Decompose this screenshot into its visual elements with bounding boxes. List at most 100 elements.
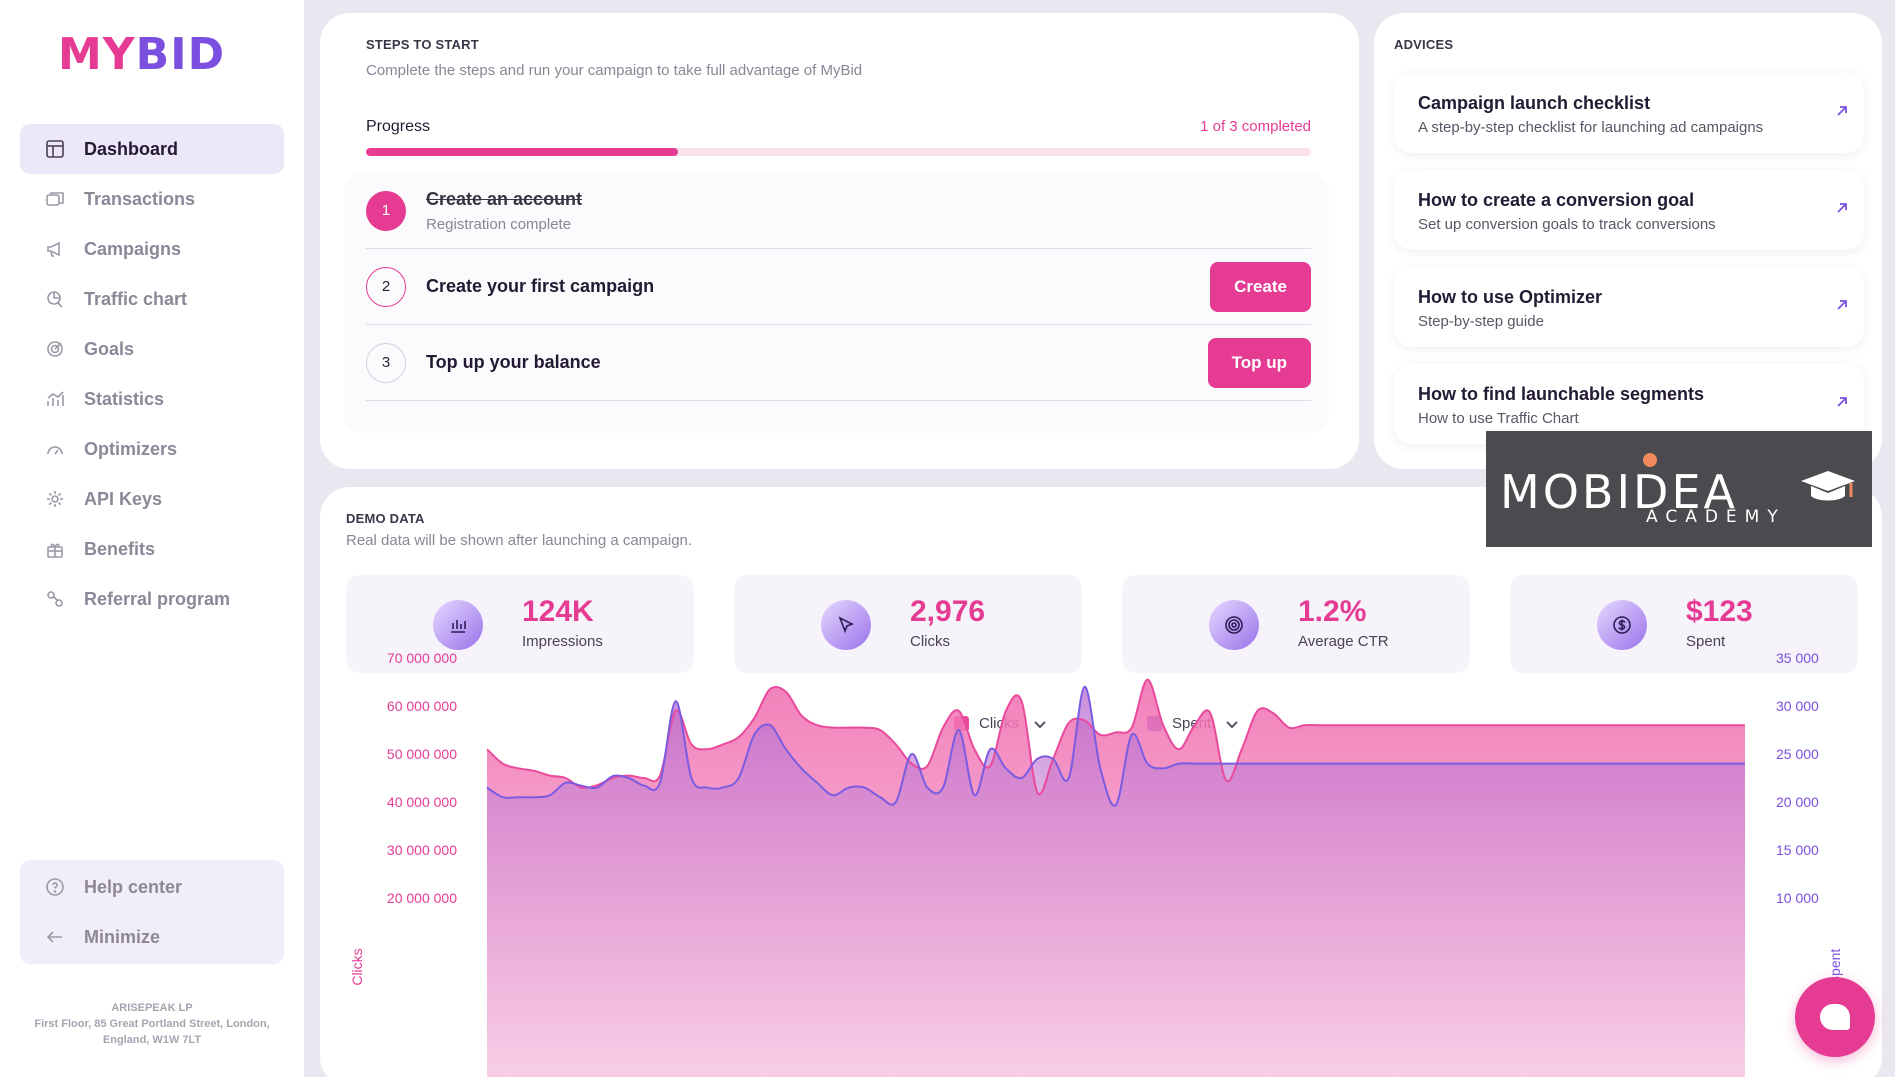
sidebar-item-traffic-chart[interactable]: Traffic chart [20, 274, 284, 324]
traffic-area-chart: 70 000 000 60 000 000 50 000 000 40 000 000… [349, 650, 1843, 1077]
company-address: First Floor, 85 Great Portland Street, L… [34, 1018, 270, 1046]
advice-description: Set up conversion goals to track convers… [1418, 216, 1716, 233]
y-right-tick-label: 30 000 [1776, 698, 1819, 714]
help-center-button[interactable]: Help center [20, 862, 284, 912]
step-item: 3 Top up your balance Top up [366, 325, 1311, 401]
steps-header: STEPS TO START Complete the steps and ru… [366, 37, 862, 79]
y-left-tick-label: 30 000 000 [387, 842, 457, 858]
sidebar-item-dashboard[interactable]: Dashboard [20, 124, 284, 174]
chat-button[interactable] [1795, 977, 1875, 1057]
progress-count: 1 of 3 completed [1200, 118, 1311, 135]
target-icon [1209, 600, 1259, 650]
mybid-logo[interactable]: MY BID [58, 29, 225, 80]
top-up-button[interactable]: Top up [1207, 337, 1311, 388]
advice-item[interactable]: How to create a conversion goal Set up c… [1394, 170, 1864, 250]
advices-card: ADVICES Campaign launch checklist A step… [1374, 13, 1882, 469]
main-nav: Dashboard Transactions Campaigns Traffic… [20, 124, 284, 624]
step-number: 3 [366, 342, 406, 383]
y-left-tick-label: 70 000 000 [387, 650, 457, 666]
demo-data-card: DEMO DATA Real data will be shown after … [320, 487, 1882, 1077]
sidebar-item-label: Transactions [84, 188, 196, 209]
gift-icon [44, 538, 66, 560]
chevron-down-icon [1225, 717, 1239, 731]
help-center-label: Help center [84, 876, 183, 897]
kpi-card: 124K Impressions [346, 575, 694, 673]
sidebar-item-label: Campaigns [84, 238, 182, 259]
advice-description: How to use Traffic Chart [1418, 410, 1579, 427]
sidebar-item-api-keys[interactable]: API Keys [20, 474, 284, 524]
step-title: Create your first campaign [426, 276, 655, 296]
help-box: Help center Minimize [20, 860, 284, 964]
sidebar-item-label: Goals [84, 338, 135, 359]
kpi-value: 124K [522, 595, 594, 628]
advice-title: How to create a conversion goal [1418, 190, 1695, 210]
spent-area [487, 686, 1745, 1077]
create-campaign-button[interactable]: Create [1210, 261, 1311, 312]
kpi-row: 124K Impressions 2,976 Clicks 1.2% Avera… [346, 575, 1860, 673]
target-icon [44, 338, 66, 360]
kpi-card: 1.2% Average CTR [1122, 575, 1470, 673]
advices-title: ADVICES [1394, 37, 1454, 52]
kpi-label: Clicks [910, 633, 950, 650]
sidebar-item-optimizers[interactable]: Optimizers [20, 424, 284, 474]
advice-item[interactable]: How to use Optimizer Step-by-step guide [1394, 267, 1864, 347]
chevron-down-icon [1033, 717, 1047, 731]
steps-card: STEPS TO START Complete the steps and ru… [320, 13, 1359, 469]
bar-chart-icon [433, 600, 483, 650]
step-item: 2 Create your first campaign Create [366, 249, 1311, 325]
y-left-tick-label: 50 000 000 [387, 746, 457, 762]
progress-row: Progress 1 of 3 completed [366, 118, 1311, 136]
graduation-cap-icon [1801, 471, 1855, 501]
logo-part-1: MY [58, 28, 136, 80]
progress-bar-fill [366, 148, 678, 156]
steps-title: STEPS TO START [366, 37, 479, 52]
minimize-button[interactable]: Minimize [20, 912, 284, 962]
kpi-label: Spent [1686, 633, 1726, 650]
sidebar-item-label: Statistics [84, 388, 165, 409]
y-left-tick-label: 40 000 000 [387, 794, 457, 810]
y-right-tick-label: 15 000 [1776, 842, 1819, 858]
sidebar-item-referral-program[interactable]: Referral program [20, 574, 284, 624]
dollar-icon [1597, 600, 1647, 650]
demo-title: DEMO DATA [346, 511, 425, 526]
sidebar-item-campaigns[interactable]: Campaigns [20, 224, 284, 274]
sidebar-item-benefits[interactable]: Benefits [20, 524, 284, 574]
sidebar: MY BID Dashboard Transactions Campaigns T… [0, 0, 304, 1077]
kpi-value: 2,976 [910, 595, 986, 628]
company-name: ARISEPEAK LP [111, 1002, 193, 1014]
kpi-card: $123 Spent [1510, 575, 1858, 673]
mobidea-academy-watermark: MOBIDEA ACADEMY [1486, 431, 1872, 547]
sidebar-item-label: Benefits [84, 538, 156, 559]
gauge-icon [44, 438, 66, 460]
progress-bar [366, 148, 1311, 156]
arrow-left-icon [44, 926, 66, 948]
transactions-icon [44, 188, 66, 210]
kpi-label: Average CTR [1298, 633, 1389, 650]
sidebar-item-statistics[interactable]: Statistics [20, 374, 284, 424]
y-right-tick-label: 20 000 [1776, 794, 1819, 810]
y-left-tick-label: 20 000 000 [387, 890, 457, 906]
step-description: Registration complete [426, 215, 572, 233]
sidebar-item-transactions[interactable]: Transactions [20, 174, 284, 224]
steps-list: 1 Create an account Registration complet… [344, 173, 1329, 433]
sidebar-item-goals[interactable]: Goals [20, 324, 284, 374]
megaphone-icon [44, 238, 66, 260]
sidebar-item-label: Optimizers [84, 438, 178, 459]
cursor-icon [821, 600, 871, 650]
advice-description: A step-by-step checklist for launching a… [1418, 119, 1764, 136]
kpi-value: $123 [1686, 595, 1753, 628]
advice-item[interactable]: Campaign launch checklist A step-by-step… [1394, 73, 1864, 153]
chat-bubble-icon [1820, 1004, 1850, 1030]
watermark-main: MOBIDEA [1500, 465, 1738, 519]
dashboard-icon [44, 138, 66, 160]
sidebar-item-label: Dashboard [84, 138, 179, 159]
sidebar-item-label: Traffic chart [84, 288, 188, 309]
sidebar-item-label: API Keys [84, 488, 163, 509]
external-link-icon [1834, 394, 1850, 410]
kpi-label: Impressions [522, 633, 603, 650]
demo-subtitle: Real data will be shown after launching … [346, 532, 693, 549]
step-title: Create an account [426, 188, 583, 209]
watermark-sub: ACADEMY [1646, 507, 1786, 527]
advice-item[interactable]: How to find launchable segments How to u… [1394, 364, 1864, 444]
statistics-icon [44, 388, 66, 410]
